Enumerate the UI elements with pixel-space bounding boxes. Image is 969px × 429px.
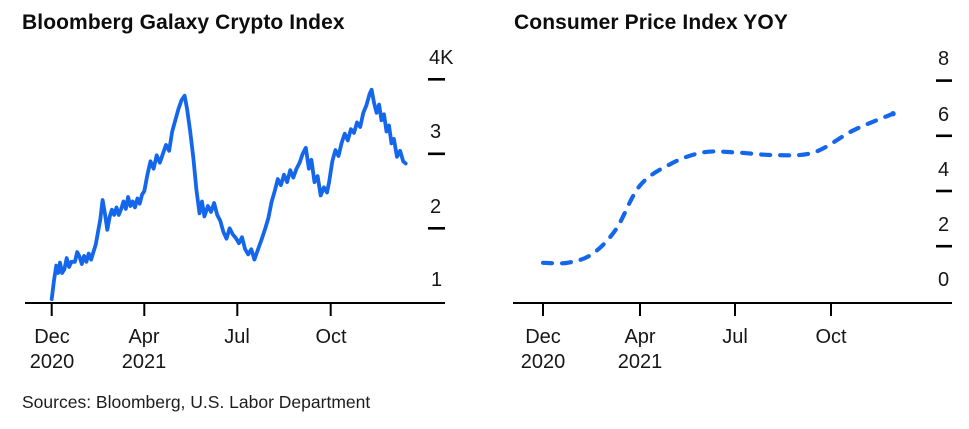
cpi-series-end-dot — [890, 111, 896, 117]
right-x-tick-year-2020: 2020 — [520, 351, 566, 373]
right-x-tick-label-oct: Oct — [815, 326, 847, 348]
left-x-tick-label-dec: Dec — [34, 326, 70, 348]
cpi-series-dashed-line — [540, 111, 896, 266]
left-x-tick-label-apr: Apr — [128, 326, 160, 348]
left-x-tick-label-jul: Jul — [224, 326, 250, 348]
crypto-index-series-line — [49, 87, 408, 302]
left-x-tick-year-2020: 2020 — [29, 351, 75, 373]
left-chart-title: Bloomberg Galaxy Crypto Index — [22, 11, 345, 34]
source-note: Sources: Bloomberg, U.S. Labor Departmen… — [22, 392, 371, 412]
right-x-tick-label-jul: Jul — [722, 326, 748, 348]
left-y-tick-label-3: 3 — [430, 121, 442, 143]
right-y-tick-label-6: 6 — [938, 104, 950, 126]
left-y-tick-label-4k: 4K — [429, 47, 454, 69]
right-x-tick-year-2021: 2021 — [617, 351, 663, 373]
left-y-tick-label-2: 2 — [430, 196, 442, 218]
left-x-tick-label-oct: Oct — [315, 326, 347, 348]
right-x-tick-label-apr: Apr — [624, 326, 656, 348]
left-x-tick-year-2021: 2021 — [121, 351, 167, 373]
right-y-tick-label-0: 0 — [938, 269, 950, 291]
right-x-tick-label-dec: Dec — [525, 326, 561, 348]
left-y-tick-label-1: 1 — [431, 269, 443, 291]
right-y-tick-label-4: 4 — [938, 159, 950, 181]
right-y-tick-label-2: 2 — [938, 214, 950, 236]
right-chart-title: Consumer Price Index YOY — [514, 11, 788, 34]
right-y-tick-label-8: 8 — [938, 48, 950, 70]
